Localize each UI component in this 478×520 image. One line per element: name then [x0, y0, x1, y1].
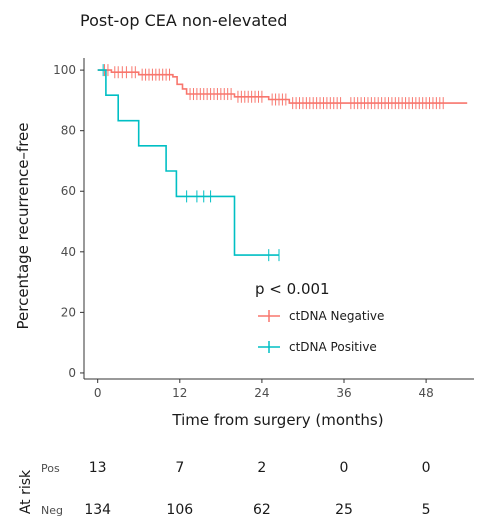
- y-ticks: 0 20 40 60 80 100: [53, 63, 84, 380]
- legend-item-positive: ctDNA Positive: [258, 340, 377, 354]
- risk-count: 0: [422, 460, 431, 476]
- y-tick-label: 40: [61, 245, 76, 259]
- p-value-annotation: p < 0.001: [255, 280, 330, 298]
- risk-count: 134: [84, 502, 111, 518]
- x-ticks: 0 12 24 36 48: [94, 379, 434, 400]
- risk-count: 5: [422, 502, 431, 518]
- risk-count: 7: [175, 460, 184, 476]
- x-tick-label: 12: [172, 386, 187, 400]
- chart-title: Post-op CEA non-elevated: [80, 11, 287, 30]
- y-axis-label: Percentage recurrence–free: [14, 123, 32, 330]
- risk-table-title: At risk: [18, 469, 34, 514]
- y-tick-label: 80: [61, 124, 76, 138]
- risk-count: 2: [257, 460, 266, 476]
- risk-count: 62: [253, 502, 271, 518]
- km-curve-negative: [97, 69, 468, 104]
- km-curve-positive: [97, 69, 279, 256]
- plot-area: 0 20 40 60 80 100 0 12 24 36 48: [53, 58, 474, 400]
- x-axis-label: Time from surgery (months): [171, 411, 383, 429]
- y-tick-label: 0: [68, 366, 76, 380]
- risk-count: 106: [166, 502, 193, 518]
- x-tick-label: 48: [418, 386, 433, 400]
- y-tick-label: 60: [61, 184, 76, 198]
- risk-count: 0: [340, 460, 349, 476]
- y-tick-label: 20: [61, 305, 76, 319]
- x-tick-label: 24: [254, 386, 269, 400]
- risk-row-label-pos: Pos: [41, 462, 60, 475]
- x-tick-label: 36: [336, 386, 351, 400]
- risk-count: 13: [89, 460, 107, 476]
- risk-table: At risk Pos Neg 13 7 2 0 0 134 106 62 25 5: [18, 460, 431, 518]
- legend-item-negative: ctDNA Negative: [258, 309, 384, 323]
- risk-cells: 13 7 2 0 0 134 106 62 25 5: [84, 460, 430, 518]
- risk-count: 25: [335, 502, 353, 518]
- x-tick-label: 0: [94, 386, 102, 400]
- legend: ctDNA Negative ctDNA Positive: [258, 309, 384, 354]
- survival-curves: [97, 64, 468, 262]
- legend-label-negative: ctDNA Negative: [289, 309, 384, 323]
- y-tick-label: 100: [53, 63, 76, 77]
- legend-label-positive: ctDNA Positive: [289, 340, 377, 354]
- risk-row-label-neg: Neg: [41, 504, 63, 517]
